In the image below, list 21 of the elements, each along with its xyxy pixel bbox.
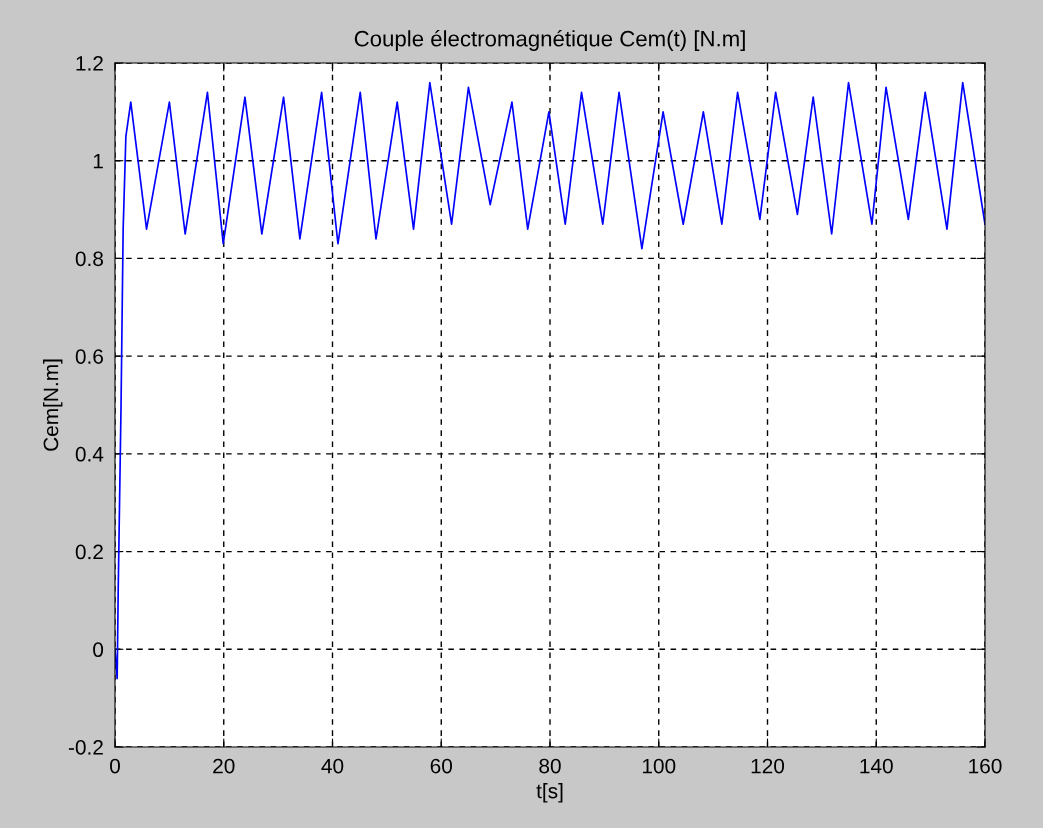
y-tick-label: 0.4: [75, 446, 104, 462]
x-tick-label: 20: [213, 758, 235, 774]
x-tick-label: 100: [642, 758, 676, 774]
y-tick-label: 0.6: [75, 349, 103, 364]
x-tick-label: 140: [860, 758, 893, 774]
x-axis-title: t[s]: [536, 783, 563, 803]
y-tick-label: 0.8: [75, 251, 103, 267]
y-tick-label: 0: [93, 642, 104, 658]
line-series: [115, 81, 985, 680]
x-tick-label: 0: [110, 758, 120, 774]
x-tick-label: 160: [969, 758, 1002, 774]
x-tick-label: 60: [430, 758, 453, 774]
chart-title: Couple électromagnétique Cem(t) [N.m]: [354, 29, 745, 51]
y-tick-label: 1: [93, 153, 103, 169]
y-tick-label: 0.2: [75, 544, 103, 560]
y-tick-label: 1.2: [76, 56, 103, 71]
x-tick-label: 80: [539, 758, 561, 774]
x-tick-label: 40: [321, 758, 344, 774]
x-tick-label: 120: [751, 758, 785, 774]
y-tick-label: -0.2: [68, 740, 103, 755]
y-axis-title: Cem[N.m]: [43, 359, 63, 451]
